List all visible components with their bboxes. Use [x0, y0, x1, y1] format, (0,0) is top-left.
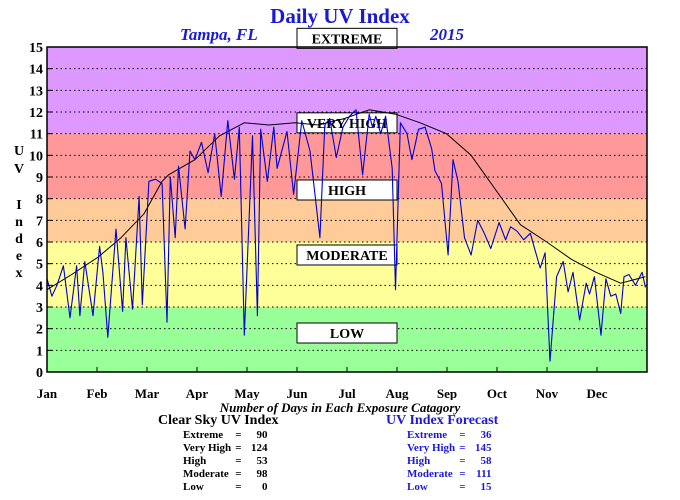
y-axis-label-letter: e: [15, 249, 23, 264]
equals-sign: =: [459, 429, 466, 441]
category-label: Extreme: [183, 429, 224, 441]
day-count: 15: [480, 481, 492, 493]
equals-sign: =: [459, 481, 466, 493]
equals-sign: =: [235, 429, 242, 441]
x-tick-label: Oct: [487, 386, 508, 400]
table-row: Moderate = 111: [407, 468, 491, 481]
table-row: Very High = 145: [407, 442, 491, 455]
band-label-text: EXTREME: [312, 32, 383, 47]
day-count: 36: [480, 429, 492, 441]
y-tick-label: 9: [36, 171, 43, 186]
category-label: High: [183, 455, 207, 467]
y-tick-label: 3: [36, 301, 43, 316]
equals-sign: =: [459, 468, 466, 480]
band-label: LOW: [296, 322, 398, 344]
x-tick-label: Sep: [437, 386, 457, 400]
y-tick-label: 8: [36, 193, 43, 208]
y-tick-label: 0: [36, 366, 43, 381]
equals-sign: =: [235, 468, 242, 480]
y-tick-label: 10: [29, 149, 43, 164]
equals-sign: =: [235, 442, 242, 454]
y-axis-label-letter: d: [15, 232, 23, 247]
y-tick-label: 14: [29, 63, 43, 78]
band-label: EXTREME: [296, 27, 398, 49]
band-label: MODERATE: [296, 244, 398, 266]
y-tick-label: 15: [29, 41, 43, 56]
day-count: 0: [261, 481, 268, 493]
clear-sky-table: Extreme = 90 Very High = 124 High = 53 Moderat…: [183, 429, 267, 494]
x-tick-label: Mar: [135, 386, 160, 400]
category-label: Moderate: [183, 468, 229, 480]
band-label-text: LOW: [330, 327, 364, 342]
x-tick-label: Nov: [536, 386, 559, 400]
x-tick-label: Apr: [186, 386, 209, 400]
band-label-box: [296, 322, 398, 344]
day-count: 53: [256, 455, 268, 467]
x-axis-caption: Number of Days in Each Exposure Catagory: [219, 400, 461, 415]
chart-title: Daily UV Index: [270, 4, 410, 28]
day-count: 111: [476, 468, 492, 480]
table-row: Low = 0: [183, 481, 267, 494]
year-subtitle: 2015: [430, 25, 464, 44]
table-row: Low = 15: [407, 481, 491, 494]
category-label: Low: [183, 481, 204, 493]
category-label: Very High: [407, 442, 456, 454]
y-axis-label-letter: n: [15, 215, 23, 230]
y-tick-label: 5: [36, 258, 43, 273]
table-row: Very High = 124: [183, 442, 267, 455]
day-count: 98: [256, 468, 268, 480]
y-tick-label: 7: [36, 214, 43, 229]
equals-sign: =: [459, 455, 466, 467]
location-subtitle: Tampa, FL: [180, 25, 258, 44]
day-count: 90: [256, 429, 268, 441]
forecast-panel: UV Index Forecast Extreme = 36 Very High = 1…: [386, 413, 498, 494]
category-label: Low: [407, 481, 428, 493]
day-count: 58: [480, 455, 492, 467]
series-line-forecast: [46, 109, 646, 362]
y-tick-label: 2: [36, 323, 43, 338]
band-label-box: [296, 27, 398, 49]
table-row: Extreme = 90: [183, 429, 267, 442]
x-tick-label: Jan: [37, 386, 58, 400]
clear-sky-title: Clear Sky UV Index: [158, 413, 279, 428]
x-tick-label: Aug: [385, 386, 409, 400]
forecast-title: UV Index Forecast: [386, 413, 499, 428]
forecast-table: Extreme = 36 Very High = 145 High = 58 Moderat…: [407, 429, 491, 494]
table-row: High = 53: [183, 455, 267, 468]
x-tick-label: Dec: [587, 386, 608, 400]
equals-sign: =: [459, 442, 466, 454]
category-label: High: [407, 455, 431, 467]
category-label: Extreme: [407, 429, 448, 441]
y-axis-label-letter: V: [13, 162, 25, 177]
band-label-text: MODERATE: [306, 249, 387, 264]
x-tick-label: May: [234, 386, 260, 400]
y-tick-label: 6: [36, 236, 43, 251]
day-count: 124: [250, 442, 268, 454]
y-axis-label-letter: x: [15, 266, 23, 281]
clear-sky-panel: Clear Sky UV Index Extreme = 90 Very High =…: [158, 413, 278, 494]
x-tick-label: Feb: [87, 386, 108, 400]
band-label-text: HIGH: [328, 184, 366, 199]
equals-sign: =: [235, 455, 242, 467]
x-tick-label: Jun: [287, 386, 309, 400]
y-tick-label: 12: [29, 106, 43, 121]
y-axis-label-letter: I: [16, 198, 22, 213]
equals-sign: =: [235, 481, 242, 493]
category-label: Moderate: [407, 468, 453, 480]
y-axis-label-letter: U: [13, 144, 25, 159]
table-row: Extreme = 36: [407, 429, 491, 442]
category-label: Very High: [183, 442, 232, 454]
y-tick-label: 4: [36, 279, 43, 294]
table-row: Moderate = 98: [183, 468, 267, 481]
y-tick-label: 11: [30, 128, 43, 143]
y-tick-label: 1: [36, 344, 43, 359]
y-tick-label: 13: [29, 84, 43, 99]
band-label: HIGH: [296, 179, 398, 201]
day-count: 145: [474, 442, 492, 454]
x-tick-label: Jul: [338, 386, 356, 400]
table-row: High = 58: [407, 455, 491, 468]
